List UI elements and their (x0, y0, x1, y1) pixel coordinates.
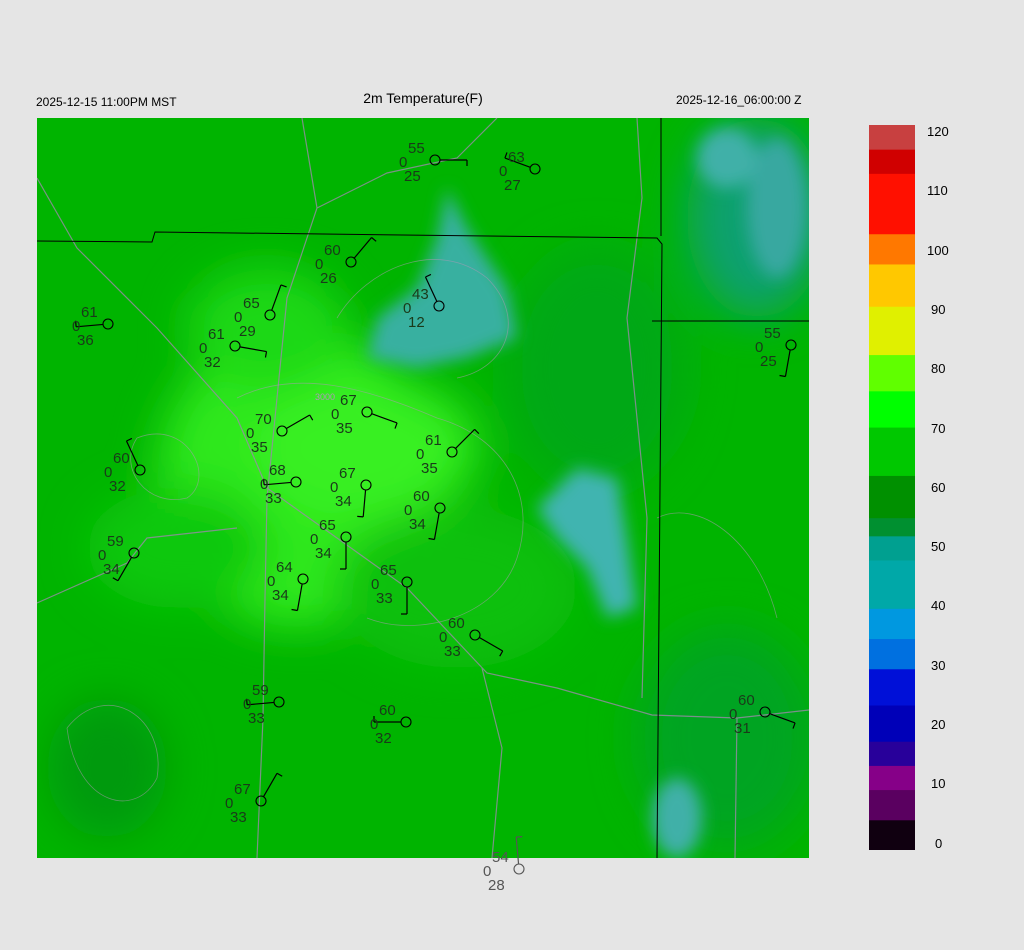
cool-areas (367, 128, 807, 858)
colorbar-segment (869, 741, 915, 766)
colorbar-segment (869, 608, 915, 640)
colorbar-segment (869, 390, 915, 428)
colorbar-segment (869, 233, 915, 265)
colorbar-segment (869, 668, 915, 706)
terrain-contours (66, 259, 778, 802)
colorbar-tick-label: 30 (931, 657, 946, 673)
colorbar-segment (869, 705, 915, 742)
colorbar-tick-label: 0 (935, 835, 943, 851)
colorbar-segment (869, 819, 915, 850)
colorbar-tick-label: 50 (931, 539, 946, 555)
colorbar-tick-label: 20 (931, 717, 946, 732)
colorbar-tick-label: 10 (931, 776, 946, 792)
colorbar-segment (869, 125, 915, 150)
colorbar-tick-label: 80 (931, 361, 946, 377)
colorbar (869, 125, 915, 850)
colorbar-tick-label: 70 (931, 420, 946, 436)
roads (37, 118, 809, 858)
colorbar-segment (869, 517, 915, 537)
colorbar-segment (869, 475, 915, 519)
local-time-label: 2025-12-15 11:00PM MST (36, 95, 177, 109)
colorbar-segment (869, 306, 915, 356)
colorbar-segment (869, 765, 915, 791)
station-visibility: 0 (483, 863, 491, 880)
colorbar-segment (869, 173, 915, 235)
map-title: 2m Temperature(F) (363, 90, 483, 106)
temperature-map: 3000 (37, 118, 809, 858)
county-borders (37, 118, 809, 858)
colorbar-tick-label: 110 (927, 183, 948, 199)
colorbar-segment (869, 263, 915, 307)
colorbar-tick-label: 100 (927, 242, 949, 258)
station-circle (513, 863, 525, 875)
colorbar-tick-label: 90 (931, 301, 946, 317)
colorbar-tick-label: 120 (927, 124, 949, 139)
colorbar-segment (869, 427, 915, 476)
station-dewpoint: 28 (488, 877, 505, 894)
colorbar-tick-label: 40 (931, 598, 946, 614)
colorbar-segment (869, 535, 915, 561)
colorbar-segment (869, 149, 915, 174)
colorbar-tick-label: 60 (931, 479, 946, 495)
colorbar-segment (869, 354, 915, 392)
colorbar-segment (869, 638, 915, 670)
contour-label: 3000 (315, 392, 335, 402)
colorbar-segment (869, 789, 915, 821)
colorbar-segment (869, 560, 915, 609)
valid-time-label: 2025-12-16_06:00:00 Z (676, 93, 802, 107)
